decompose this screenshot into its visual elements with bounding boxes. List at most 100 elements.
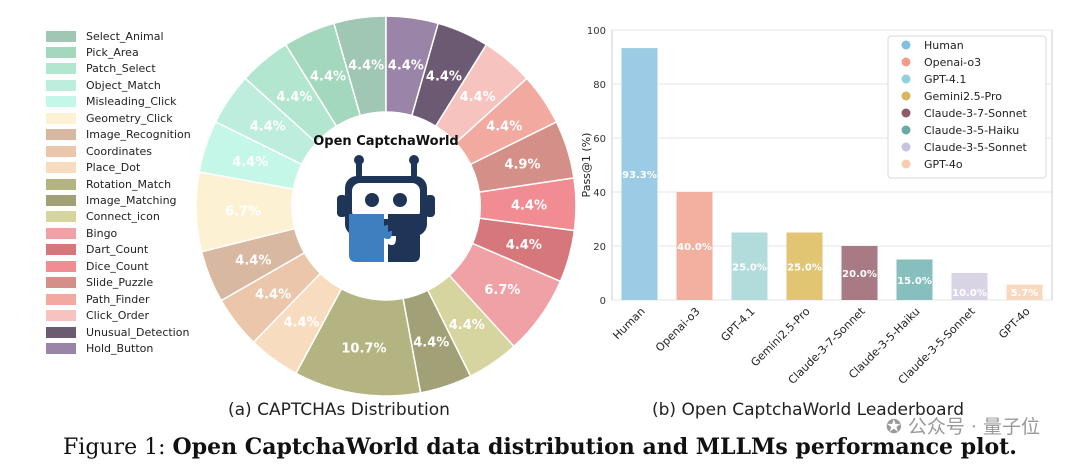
watermark: ✪ 公众号 · 量子位 xyxy=(886,412,1040,439)
legend-label: Patch_Select xyxy=(86,62,156,76)
legend-item: Click_Order xyxy=(46,309,149,323)
legend-swatch xyxy=(46,343,76,355)
donut-center: Open CaptchaWorld xyxy=(293,112,481,300)
donut-value-label: 4.4% xyxy=(486,120,522,135)
legend-label: Dice_Count xyxy=(86,259,149,273)
donut-value-label: 4.4% xyxy=(449,318,485,333)
bar-legend-marker xyxy=(901,40,911,50)
legend-label: Path_Finder xyxy=(86,292,150,306)
legend-item: Dart_Count xyxy=(46,243,148,257)
robot-logo-icon xyxy=(337,155,435,262)
donut-value-label: 4.4% xyxy=(460,90,496,105)
legend-item: Image_Matching xyxy=(46,194,177,208)
bar-legend-marker xyxy=(901,125,911,135)
bar-legend-label: Claude-3-7-Sonnet xyxy=(924,107,1028,120)
bar-gpt-4o xyxy=(1006,284,1043,300)
legend-label: Unusual_Detection xyxy=(86,325,190,339)
figure-label: Figure 1: xyxy=(63,435,166,460)
legend-item: Slide_Puzzle xyxy=(46,276,153,290)
legend-label: Image_Recognition xyxy=(86,128,191,142)
legend-label: Place_Dot xyxy=(86,161,141,175)
legend-swatch xyxy=(46,96,76,108)
legend-item: Patch_Select xyxy=(46,62,156,76)
donut-value-label: 4.4% xyxy=(232,155,268,170)
caption-b: (b) Open CaptchaWorld Leaderboard xyxy=(652,400,965,420)
legend-swatch xyxy=(46,227,76,239)
bar-value-label: 93.3% xyxy=(622,170,657,181)
bar-claude-3-5-haiku xyxy=(896,259,933,300)
donut-value-label: 4.4% xyxy=(426,69,462,84)
legend-item: Hold_Button xyxy=(46,342,153,356)
bar-legend-marker xyxy=(901,159,911,169)
bar-legend-marker xyxy=(901,57,911,67)
donut-value-label: 4.4% xyxy=(348,58,384,73)
donut-value-label: 4.4% xyxy=(310,69,346,84)
bar-value-label: 40.0% xyxy=(677,242,712,253)
legend-item: Select_Animal xyxy=(46,29,164,43)
figure-caption-text: Open CaptchaWorld data distribution and … xyxy=(172,434,1017,460)
legend-item: Path_Finder xyxy=(46,292,150,306)
legend-item: Coordinates xyxy=(46,144,152,158)
legend-item: Rotation_Match xyxy=(46,177,171,191)
donut-value-label: 4.4% xyxy=(388,58,424,73)
bar-value-label: 25.0% xyxy=(732,262,767,273)
legend-swatch xyxy=(46,112,76,124)
legend-swatch xyxy=(46,30,76,42)
donut-value-label: 4.9% xyxy=(504,157,540,172)
legend-swatch xyxy=(46,310,76,322)
bar-openai-o3 xyxy=(676,192,713,300)
legend-item: Unusual_Detection xyxy=(46,325,189,339)
legend-label: Slide_Puzzle xyxy=(86,276,154,290)
donut-value-label: 6.7% xyxy=(225,205,261,220)
legend-label: Geometry_Click xyxy=(86,111,173,125)
donut-value-label: 10.7% xyxy=(341,341,386,356)
wechat-icon: ✪ xyxy=(885,416,902,438)
legend-label: Coordinates xyxy=(86,144,153,158)
y-tick-label: 20 xyxy=(593,242,606,253)
legend-item: Bingo xyxy=(46,226,117,240)
donut-value-label: 6.7% xyxy=(484,283,520,298)
donut-value-label: 4.4% xyxy=(250,120,286,135)
x-tick-label: Openai-o3 xyxy=(653,305,703,355)
y-tick-label: 60 xyxy=(593,134,606,145)
legend-item: Object_Match xyxy=(46,78,161,92)
bar-legend-marker xyxy=(901,108,911,118)
y-tick-label: 40 xyxy=(593,188,606,199)
x-tick-label: Human xyxy=(610,305,647,342)
bar-value-label: 5.7% xyxy=(1011,288,1039,299)
donut-value-label: 4.4% xyxy=(283,315,319,330)
bar-legend-label: Gemini2.5-Pro xyxy=(924,90,1002,103)
donut-chart: 4.4%4.4%4.4%4.4%4.4%6.7%4.4%4.4%4.4%10.7… xyxy=(195,15,577,397)
donut-value-label: 4.4% xyxy=(506,238,542,253)
legend-label: Select_Animal xyxy=(86,29,164,43)
legend-label: Click_Order xyxy=(86,309,149,323)
bar-legend-label: Claude-3-5-Haiku xyxy=(924,124,1019,137)
bar-chart: 0 20 40 60 80 100 Pass@1 (%) 93.3% Human 40.0% Ope… xyxy=(580,26,1053,387)
bar-claude-3-7-sonnet xyxy=(841,246,878,300)
legend-item: Dice_Count xyxy=(46,259,149,273)
legend-swatch xyxy=(46,277,76,289)
legend-swatch xyxy=(46,211,76,223)
legend-swatch xyxy=(46,326,76,338)
legend-item: Misleading_Click xyxy=(46,95,177,109)
bar-legend-label: Claude-3-5-Sonnet xyxy=(924,141,1028,154)
bar-value-label: 20.0% xyxy=(842,269,877,280)
legend-swatch xyxy=(46,260,76,272)
legend-swatch xyxy=(46,63,76,75)
legend-swatch xyxy=(46,293,76,305)
legend-label: Hold_Button xyxy=(86,342,154,356)
legend-label: Pick_Area xyxy=(86,45,139,59)
bar-legend-marker xyxy=(901,91,911,101)
legend-item: Geometry_Click xyxy=(46,111,173,125)
legend-swatch xyxy=(46,195,76,206)
caption-a: (a) CAPTCHAs Distribution xyxy=(228,400,450,420)
legend-label: Image_Matching xyxy=(86,194,177,207)
legend-swatch xyxy=(46,145,76,157)
legend-label: Connect_icon xyxy=(86,210,160,224)
legend-swatch xyxy=(46,244,76,256)
figure-caption: Figure 1: Open CaptchaWorld data distrib… xyxy=(0,434,1080,460)
legend-swatch xyxy=(46,178,76,190)
bar-legend-label: Human xyxy=(924,39,964,52)
x-tick-label: GPT-4.1 xyxy=(718,305,757,344)
